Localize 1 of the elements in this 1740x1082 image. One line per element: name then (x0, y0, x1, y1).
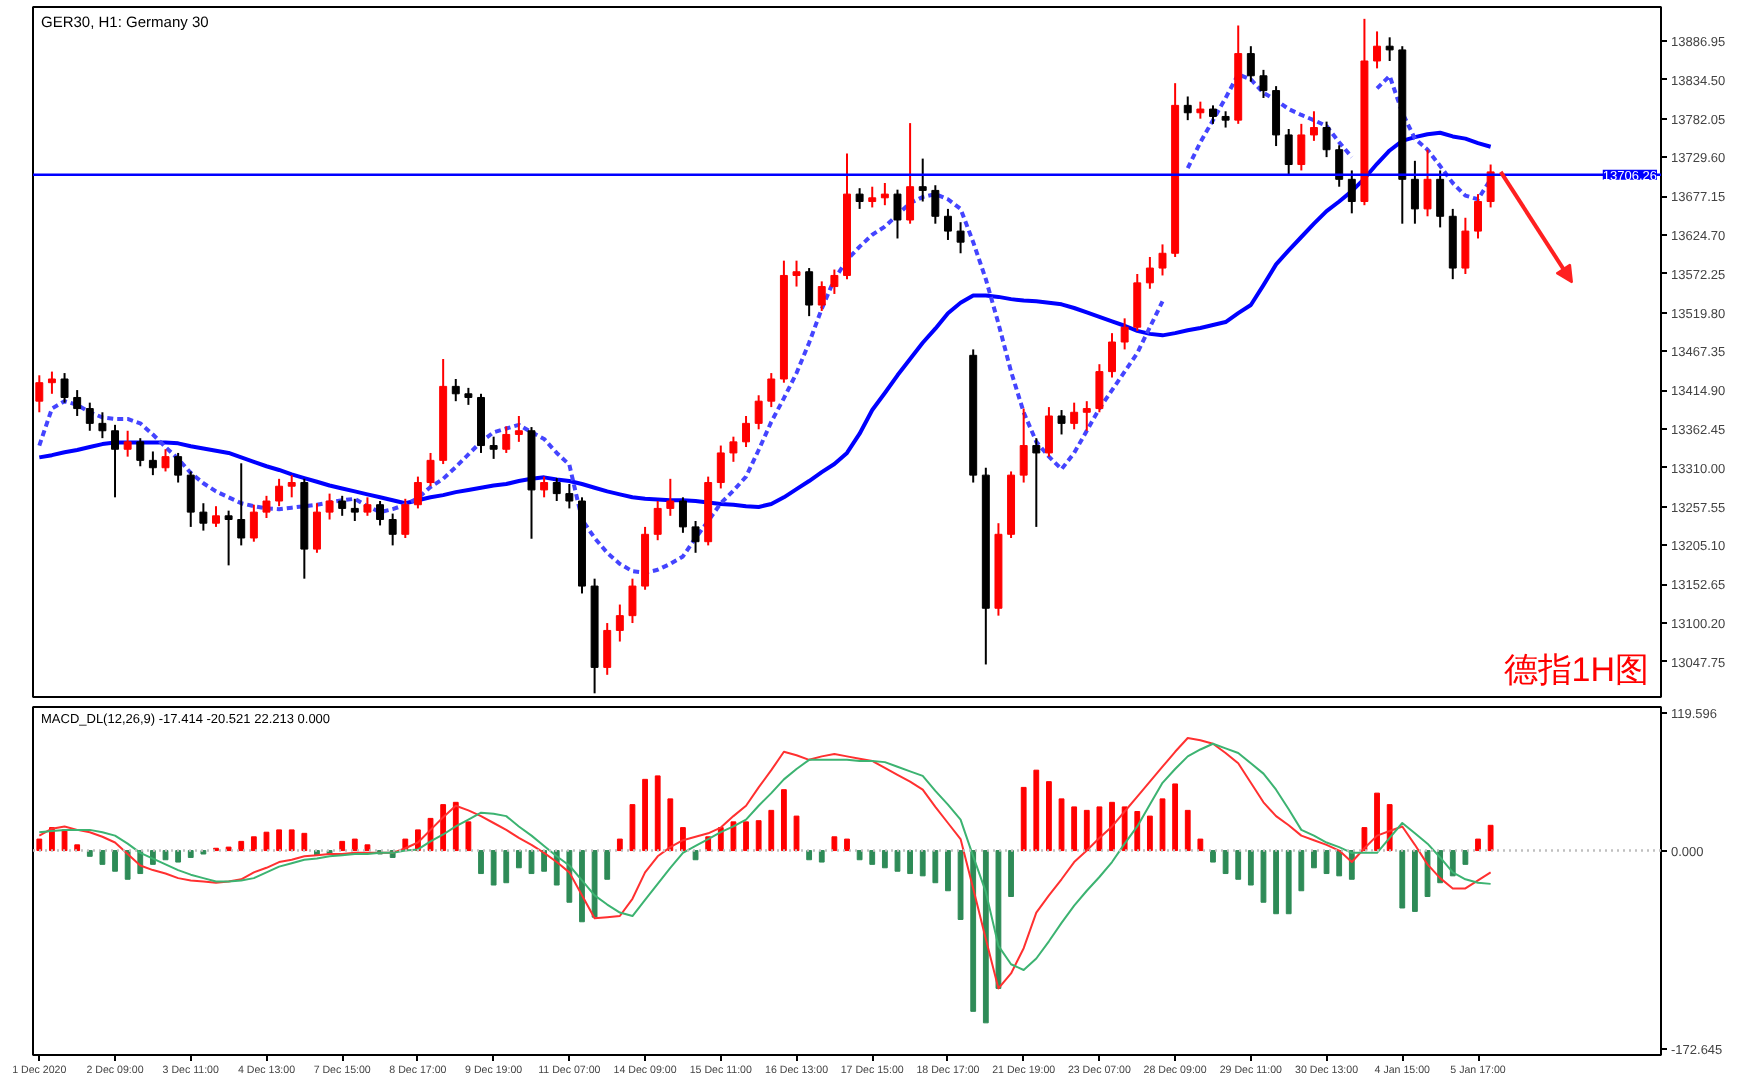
annotation: 德指1H图 (1503, 651, 1650, 689)
